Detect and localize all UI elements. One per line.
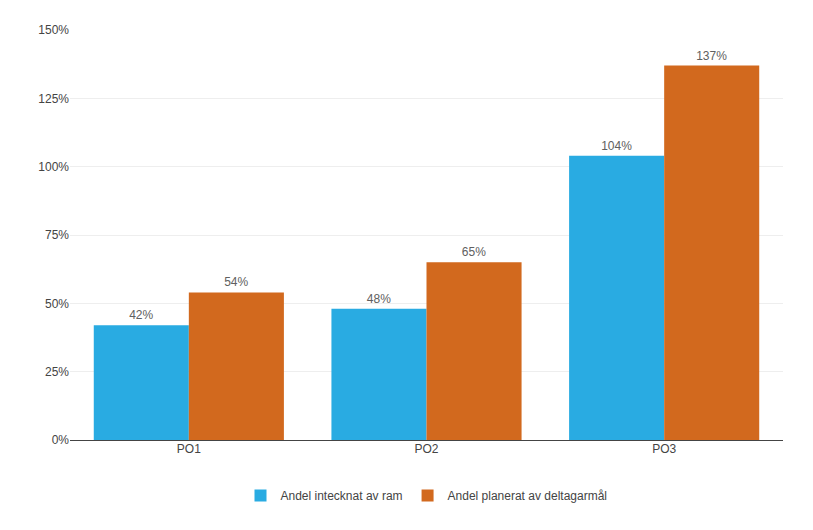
svg-text:104%: 104% <box>601 139 632 153</box>
svg-text:Andel intecknat av ram: Andel intecknat av ram <box>281 489 403 503</box>
svg-text:125%: 125% <box>38 92 69 106</box>
svg-text:25%: 25% <box>45 365 69 379</box>
svg-text:150%: 150% <box>38 23 69 37</box>
svg-text:54%: 54% <box>224 275 248 289</box>
svg-text:137%: 137% <box>696 49 727 63</box>
svg-text:50%: 50% <box>45 297 69 311</box>
svg-text:Andel planerat av deltagarmål: Andel planerat av deltagarmål <box>448 489 607 503</box>
svg-text:PO3: PO3 <box>652 442 676 456</box>
svg-text:0%: 0% <box>52 433 70 447</box>
svg-text:48%: 48% <box>367 292 391 306</box>
svg-text:100%: 100% <box>38 160 69 174</box>
svg-text:PO1: PO1 <box>177 442 201 456</box>
svg-text:PO2: PO2 <box>414 442 438 456</box>
svg-text:75%: 75% <box>45 228 69 242</box>
svg-text:65%: 65% <box>462 245 486 259</box>
svg-text:42%: 42% <box>129 308 153 322</box>
